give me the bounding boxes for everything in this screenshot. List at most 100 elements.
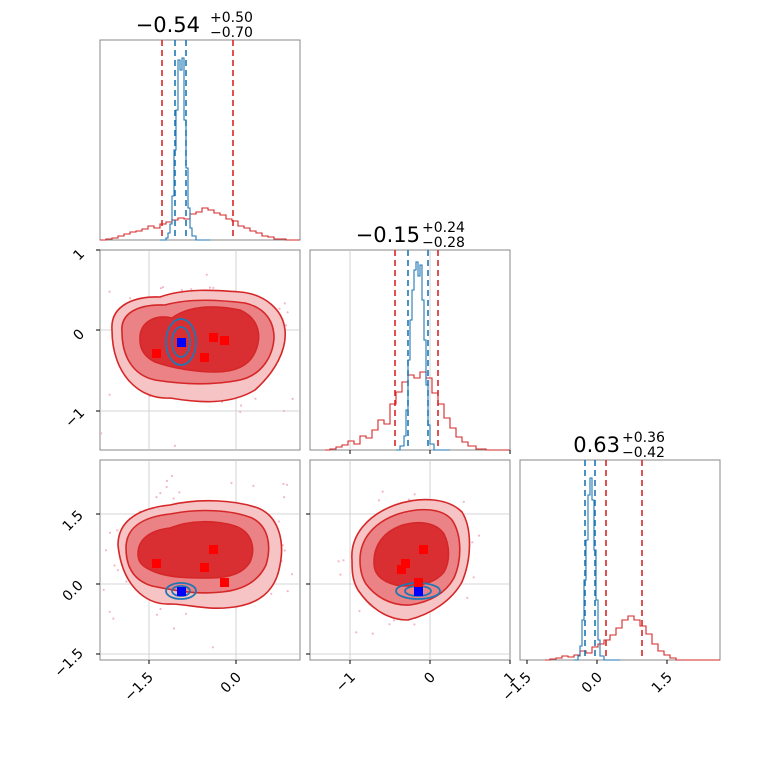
sample-point [252,484,255,487]
sample-point [254,397,257,400]
panel-frame [99,39,301,241]
sample-point [286,311,289,314]
panel-frame [519,459,721,661]
blue-marker [177,587,186,596]
y-tick-label: −1 [62,405,88,431]
sample-point [283,496,286,499]
sample-point [172,627,175,630]
sample-point [155,496,158,499]
y-tick-label: 0 [70,326,88,344]
sample-point [212,286,215,289]
panel-2-0: 1.5 0.0 −1.5 −1.5 0.0 [51,459,301,705]
sample-point [109,531,112,534]
sample-point [342,559,345,562]
sample-point [392,619,396,622]
sample-point [408,498,411,501]
x-tick-label: 0.0 [579,670,606,697]
red-marker [401,559,410,568]
blue-histogram [574,477,620,661]
sample-point [100,432,103,435]
sample-point [466,596,469,600]
y-tick-label: 1.5 [60,508,87,535]
sample-point [355,631,358,634]
sample-point [277,520,280,523]
sample-point [116,529,119,532]
sample-point [108,290,111,293]
panel-title-minus: −0.28 [422,235,465,251]
sample-point [291,573,294,576]
blue-contour [165,318,197,366]
sample-point [230,481,233,485]
sample-point [339,573,342,576]
sample-point [413,493,416,496]
x-tick-label: 0.0 [218,670,245,697]
sample-point [477,534,481,537]
sample-point [102,588,105,591]
sample-point [388,623,391,626]
red-histogram [545,615,720,661]
sample-point [113,564,116,567]
sample-point [462,500,465,503]
red-marker [209,333,218,342]
y-tick-label: 1 [70,246,88,264]
red-marker [152,559,161,568]
sample-point [278,307,281,310]
red-marker [200,563,209,572]
panel-title: −0.15 [356,223,420,247]
panel-2-1: −1 0 1 [306,459,519,695]
sample-point [283,302,286,305]
blue-marker [177,338,186,347]
x-tick-label: 1.5 [649,670,676,697]
y-tick-label: −1.5 [51,645,86,680]
red-marker [419,545,428,554]
panel-title-minus: −0.42 [622,445,665,461]
red-marker [209,545,218,554]
panel-2-2: −1.5 0.0 1.5 0.63 +0.36 −0.42 [499,430,721,705]
blue-contour [165,582,197,600]
red-marker [200,353,209,362]
panel-1-0: 1 0 −1 [62,246,301,451]
sample-point [125,580,128,583]
sample-point [180,289,183,292]
sample-point [165,479,169,482]
sample-point [155,613,159,616]
sample-point [337,560,340,563]
sample-point [282,409,285,413]
panel-0-0: −0.54 +0.50 −0.70 [99,10,301,241]
sample-point [165,485,168,489]
sample-point [358,609,361,613]
sample-point [211,646,214,649]
sample-point [472,576,475,579]
sample-point [112,617,115,620]
sample-point [381,490,384,493]
red-marker [220,336,229,345]
sample-point [116,569,119,572]
red-marker [414,578,423,587]
sample-point [377,499,381,502]
contour-inner [137,520,254,579]
x-tick-label: 0 [421,670,439,688]
sample-point [413,623,416,626]
sample-point [371,632,374,635]
panel-1-1: −0.15 +0.24 −0.28 [309,220,511,454]
sample-point [104,549,108,552]
sample-point [208,286,212,289]
sample-point [108,610,111,613]
panel-title-minus: −0.70 [210,25,253,41]
y-tick-label: 0.0 [60,578,87,605]
panel-title-plus: +0.50 [210,10,253,26]
blue-contour [171,326,191,358]
sample-point [190,288,193,291]
sample-point [173,444,176,447]
sample-point [178,491,181,494]
contour-inner [373,521,450,587]
blue-marker [414,587,423,596]
sample-point [291,397,294,400]
panel-title-plus: +0.24 [422,220,465,236]
sample-point [285,483,289,486]
sample-point [161,286,165,289]
sample-point [283,549,286,552]
sample-point [108,393,111,396]
blue-histogram [160,57,210,241]
